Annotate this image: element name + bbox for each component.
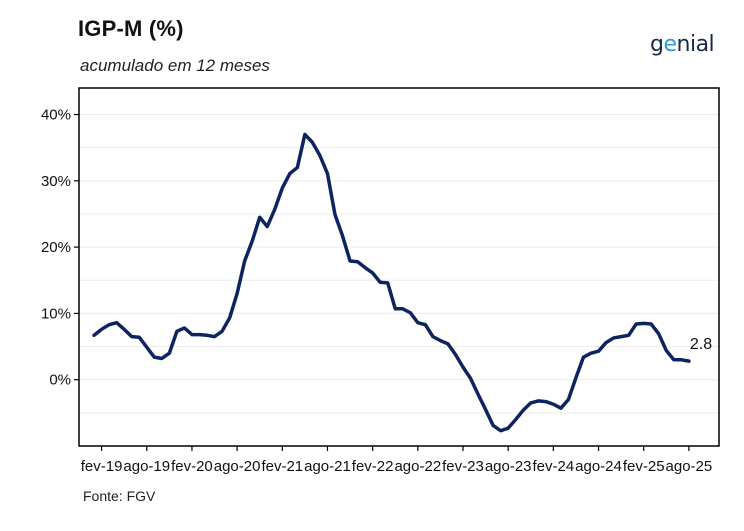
axis-layer: 0%10%20%30%40%fev-19 ago-19 fev-20 ago-20 fe… xyxy=(41,107,712,475)
x-tick-label: ago-23 xyxy=(485,458,532,475)
last-value-label: 2.8 xyxy=(690,336,712,353)
y-tick-label: 40% xyxy=(41,107,71,124)
x-tick-label: ago-22 xyxy=(394,458,441,475)
x-tick-label: fev-25 xyxy=(623,458,665,475)
brand-logo: genial xyxy=(650,32,715,57)
x-tick-label: fev-19 xyxy=(81,458,123,475)
x-tick-label: fev-20 xyxy=(171,458,213,475)
x-tick-label: ago-24 xyxy=(575,458,622,475)
annotation-layer: 2.8 xyxy=(690,336,712,353)
y-tick-label: 0% xyxy=(49,372,71,389)
series-line xyxy=(92,132,691,433)
x-tick-label: fev-24 xyxy=(533,458,575,475)
x-tick-label: fev-22 xyxy=(352,458,394,475)
chart-subtitle: acumulado em 12 meses xyxy=(80,56,270,75)
x-tick-label: fev-21 xyxy=(261,458,303,475)
x-tick-label: ago-21 xyxy=(304,458,351,475)
grid-layer xyxy=(79,114,719,414)
source-note: Fonte: FGV xyxy=(83,488,156,504)
x-tick-label: ago-19 xyxy=(123,458,170,475)
y-tick-label: 30% xyxy=(41,173,71,190)
series-layer xyxy=(92,132,691,433)
x-tick-label: ago-25 xyxy=(666,458,713,475)
x-tick-label: ago-20 xyxy=(214,458,261,475)
plot-frame xyxy=(78,87,720,447)
y-tick-label: 20% xyxy=(41,239,71,256)
chart-title: IGP-M (%) xyxy=(78,16,184,41)
y-tick-label: 10% xyxy=(41,305,71,322)
x-tick-label: fev-23 xyxy=(442,458,484,475)
